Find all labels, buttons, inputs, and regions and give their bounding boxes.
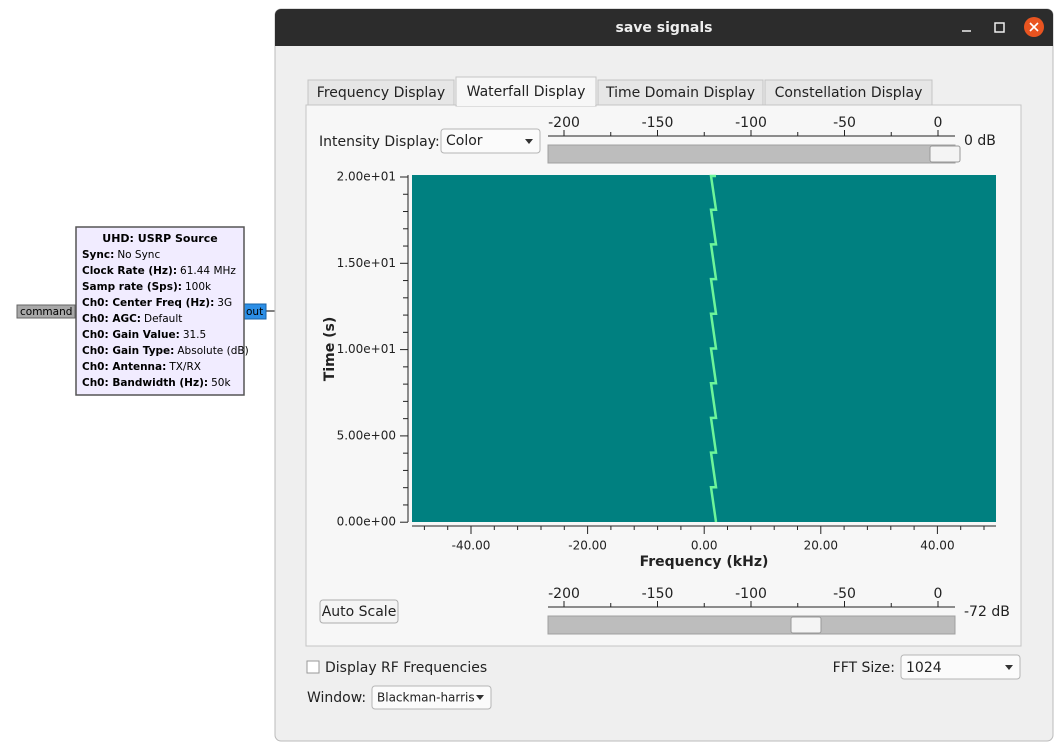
- slider-scale-label: 0: [934, 115, 943, 131]
- param-key: Ch0: AGC:: [82, 313, 141, 325]
- window-function-label: Window:: [307, 690, 366, 706]
- window-title: save signals: [616, 20, 713, 36]
- param-key: Clock Rate (Hz):: [82, 265, 177, 277]
- y-tick-label: 1.50e+01: [337, 256, 396, 270]
- output-port-label: out: [246, 306, 263, 318]
- param-value: Absolute (dB): [177, 345, 248, 357]
- param-value: No Sync: [117, 249, 160, 261]
- window: save signals Frequency Display Waterfall …: [274, 8, 1054, 742]
- fft-combo[interactable]: 1024: [900, 654, 1021, 680]
- maximize-button[interactable]: [994, 22, 1005, 33]
- title-bar: [275, 9, 1053, 46]
- tab-label: Time Domain Display: [605, 85, 755, 101]
- combo-arrow: [476, 695, 484, 700]
- waterfall-area: [412, 175, 996, 522]
- y-tick-label: 1.00e+01: [337, 342, 396, 356]
- auto-scale-button[interactable]: Auto Scale: [319, 599, 399, 624]
- slider-scale-label: -50: [833, 586, 856, 602]
- tab[interactable]: [455, 76, 597, 107]
- signal-trace: [709, 174, 718, 523]
- param-row: Ch0: Gain Value: 31.5: [82, 329, 206, 341]
- block-box[interactable]: [75, 226, 245, 396]
- slider-handle[interactable]: [929, 145, 961, 163]
- x-tick-label: 0.00: [691, 539, 718, 553]
- input-port-label: command: [20, 306, 72, 318]
- slider-groove[interactable]: [547, 144, 956, 164]
- param-key: Ch0: Antenna:: [82, 361, 166, 373]
- param-key: Sync:: [82, 249, 114, 261]
- param-value: 50k: [211, 377, 231, 389]
- flowgraph-block: command out UHD: USRP Source Sync: No Syn…: [16, 226, 276, 396]
- button-box[interactable]: [319, 599, 399, 624]
- intensity-combo[interactable]: Color: [440, 128, 541, 154]
- intensity-mode: Color: [446, 133, 483, 149]
- tab[interactable]: [307, 79, 455, 106]
- slider-handle[interactable]: [790, 616, 822, 634]
- combo-box[interactable]: [440, 128, 541, 154]
- intensity-label: Intensity Display:: [319, 134, 440, 150]
- x-tick-label: -40.00: [452, 539, 491, 553]
- block-title: UHD: USRP Source: [102, 232, 217, 245]
- slider-scale-label: -200: [548, 115, 580, 131]
- rf-checkbox[interactable]: [306, 660, 320, 674]
- param-row: Samp rate (Sps): 100k: [82, 281, 212, 293]
- tab[interactable]: [764, 79, 933, 106]
- tab-label: Waterfall Display: [467, 84, 586, 100]
- param-value: 61.44 MHz: [180, 265, 236, 277]
- fft-label: FFT Size:: [833, 660, 895, 676]
- param-row: Sync: No Sync: [82, 249, 160, 261]
- x-tick-label: 20.00: [804, 539, 838, 553]
- param-key: Samp rate (Sps):: [82, 281, 182, 293]
- param-value: TX/RX: [168, 361, 201, 373]
- param-row: Ch0: Center Freq (Hz): 3G: [82, 297, 232, 309]
- tab[interactable]: [597, 79, 764, 106]
- slider-groove[interactable]: [547, 615, 956, 635]
- window-function: Blackman-harris: [377, 691, 475, 705]
- combo-box[interactable]: [371, 685, 492, 710]
- y-tick-label: 2.00e+01: [337, 170, 396, 184]
- param-key: Ch0: Center Freq (Hz):: [82, 297, 214, 309]
- combo-arrow: [525, 139, 533, 144]
- fft-size: 1024: [906, 660, 942, 676]
- window-function-combo[interactable]: Blackman-harris: [371, 685, 492, 710]
- close-button[interactable]: [1024, 17, 1044, 37]
- param-value: 31.5: [183, 329, 206, 341]
- y-tick-label: 5.00e+00: [337, 428, 396, 442]
- param-row: Ch0: Bandwidth (Hz): 50k: [82, 377, 231, 389]
- slider-scale-label: -150: [642, 586, 674, 602]
- slider-scale-label: -150: [642, 115, 674, 131]
- button-label: Auto Scale: [322, 604, 397, 620]
- tab-label: Constellation Display: [775, 85, 923, 101]
- rf-checkbox-label: Display RF Frequencies: [325, 660, 487, 676]
- input-port[interactable]: [16, 304, 76, 319]
- param-key: Ch0: Bandwidth (Hz):: [82, 377, 208, 389]
- combo-box[interactable]: [900, 654, 1021, 680]
- slider-value-label: 0 dB: [964, 133, 996, 149]
- param-value: 100k: [185, 281, 212, 293]
- close-icon[interactable]: [1029, 22, 1039, 32]
- y-tick-label: 0.00e+00: [337, 515, 396, 529]
- slider-scale-label: -50: [833, 115, 856, 131]
- x-tick-label: 40.00: [920, 539, 954, 553]
- x-tick-label: -20.00: [568, 539, 607, 553]
- combo-arrow: [1005, 665, 1013, 670]
- slider-scale-label: -200: [548, 586, 580, 602]
- slider-scale-label: 0: [934, 586, 943, 602]
- slider-value-label: -72 dB: [964, 604, 1010, 620]
- param-key: Ch0: Gain Value:: [82, 329, 180, 341]
- param-value: Default: [144, 313, 182, 325]
- slider-scale-label: -100: [735, 586, 767, 602]
- param-row: Ch0: Antenna: TX/RX: [82, 361, 201, 373]
- y-axis-title: Time (s): [322, 317, 338, 381]
- param-value: 3G: [217, 297, 232, 309]
- param-key: Ch0: Gain Type:: [82, 345, 174, 357]
- param-row: Ch0: Gain Type: Absolute (dB): [82, 345, 249, 357]
- tab-label: Frequency Display: [317, 85, 445, 101]
- param-row: Ch0: AGC: Default: [82, 313, 182, 325]
- slider-scale-label: -100: [735, 115, 767, 131]
- x-axis-title: Frequency (kHz): [640, 554, 769, 570]
- param-row: Clock Rate (Hz): 61.44 MHz: [82, 265, 236, 277]
